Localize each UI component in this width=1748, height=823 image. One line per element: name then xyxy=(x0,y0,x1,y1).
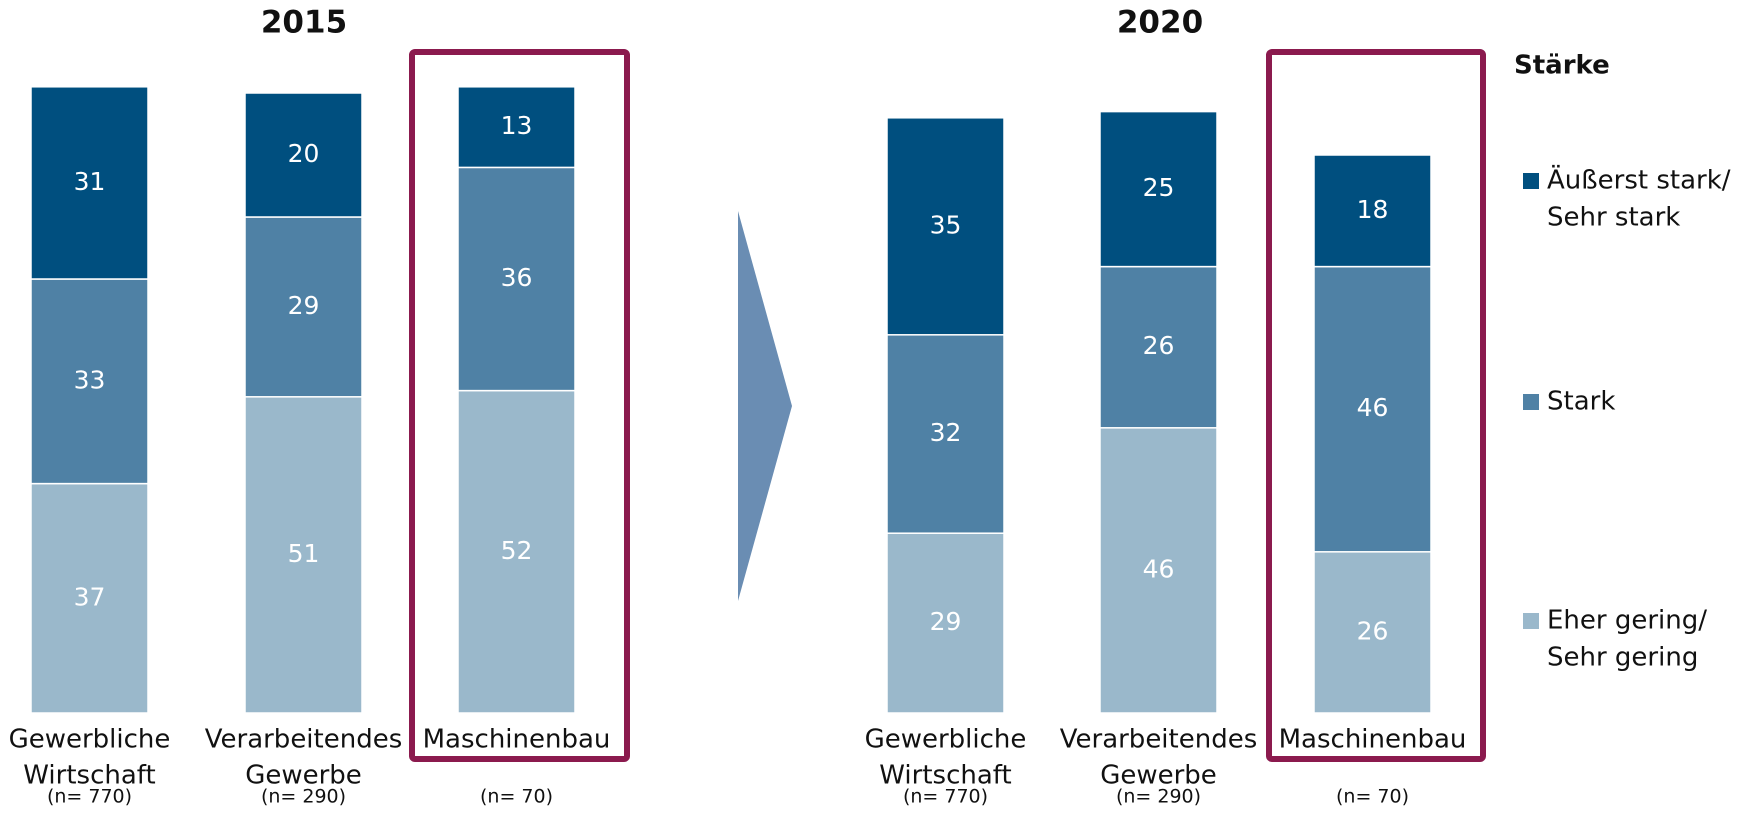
x-tick-label: Verarbeitendes xyxy=(1060,725,1258,755)
bar-segment xyxy=(886,334,1005,534)
sample-size: (n= 770) xyxy=(47,786,132,808)
value-label: 29 xyxy=(288,291,320,320)
x-tick-label: Verarbeitendes xyxy=(205,725,403,755)
legend-swatch xyxy=(1523,394,1539,410)
x-tick-label: Maschinenbau xyxy=(423,725,611,755)
legend-label: Sehr gering xyxy=(1547,643,1698,673)
bar-segment xyxy=(457,166,576,392)
bar-segment xyxy=(457,86,576,169)
value-label: 18 xyxy=(1357,195,1389,224)
value-label: 26 xyxy=(1143,331,1175,360)
bar-segment xyxy=(1313,551,1432,714)
legend-label: Eher gering/ xyxy=(1547,606,1707,636)
highlight-box xyxy=(409,49,630,762)
value-label: 29 xyxy=(930,607,962,636)
value-label: 51 xyxy=(288,539,320,568)
bar-segment xyxy=(1099,110,1218,268)
value-label: 32 xyxy=(930,418,962,447)
bar-segment xyxy=(457,389,576,714)
chart-title: 2015 xyxy=(261,5,347,41)
arrow xyxy=(738,211,792,601)
chart-title: 2020 xyxy=(1117,5,1203,41)
value-label: 13 xyxy=(501,111,533,140)
value-label: 33 xyxy=(74,365,106,394)
sample-size: (n= 290) xyxy=(1116,786,1201,808)
x-tick-label: Gewerbe xyxy=(1100,761,1217,791)
sample-size: (n= 70) xyxy=(1336,786,1409,808)
x-tick-label: Gewerbe xyxy=(245,761,362,791)
value-label: 37 xyxy=(74,582,106,611)
legend-title: Stärke xyxy=(1514,51,1610,81)
bar-segment xyxy=(244,92,363,218)
bar-segment xyxy=(886,532,1005,714)
highlight-box xyxy=(1266,49,1486,762)
value-label: 46 xyxy=(1357,393,1389,422)
x-tick-label: Wirtschaft xyxy=(879,761,1011,791)
legend-swatch xyxy=(1523,613,1539,629)
sample-size: (n= 770) xyxy=(903,786,988,808)
legend-label: Sehr stark xyxy=(1547,203,1680,233)
bar-segment xyxy=(30,278,149,485)
x-tick-label: Wirtschaft xyxy=(23,761,155,791)
sample-size: (n= 70) xyxy=(480,786,553,808)
legend-label: Stark xyxy=(1547,387,1615,417)
bar-segment xyxy=(1099,427,1218,714)
value-label: 26 xyxy=(1357,616,1389,645)
legend-label: Äußerst stark/ xyxy=(1547,164,1731,196)
bar-segment xyxy=(30,482,149,714)
value-label: 52 xyxy=(501,536,533,565)
legend-swatch xyxy=(1523,173,1539,189)
bar-segment xyxy=(886,117,1005,336)
sample-size: (n= 290) xyxy=(261,786,346,808)
x-tick-label: Gewerbliche xyxy=(865,725,1027,755)
bar-segment xyxy=(1313,154,1432,268)
value-label: 46 xyxy=(1143,554,1175,583)
value-label: 36 xyxy=(501,263,533,292)
value-label: 20 xyxy=(288,139,320,168)
value-label: 25 xyxy=(1143,173,1175,202)
bar-segment xyxy=(244,216,363,398)
value-label: 31 xyxy=(74,167,106,196)
x-tick-label: Gewerbliche xyxy=(9,725,171,755)
bar-segment xyxy=(244,396,363,714)
value-label: 35 xyxy=(930,210,962,239)
bar-segment xyxy=(1313,265,1432,553)
x-tick-label: Maschinenbau xyxy=(1279,725,1467,755)
bar-segment xyxy=(30,86,149,280)
bar-segment xyxy=(1099,265,1218,429)
